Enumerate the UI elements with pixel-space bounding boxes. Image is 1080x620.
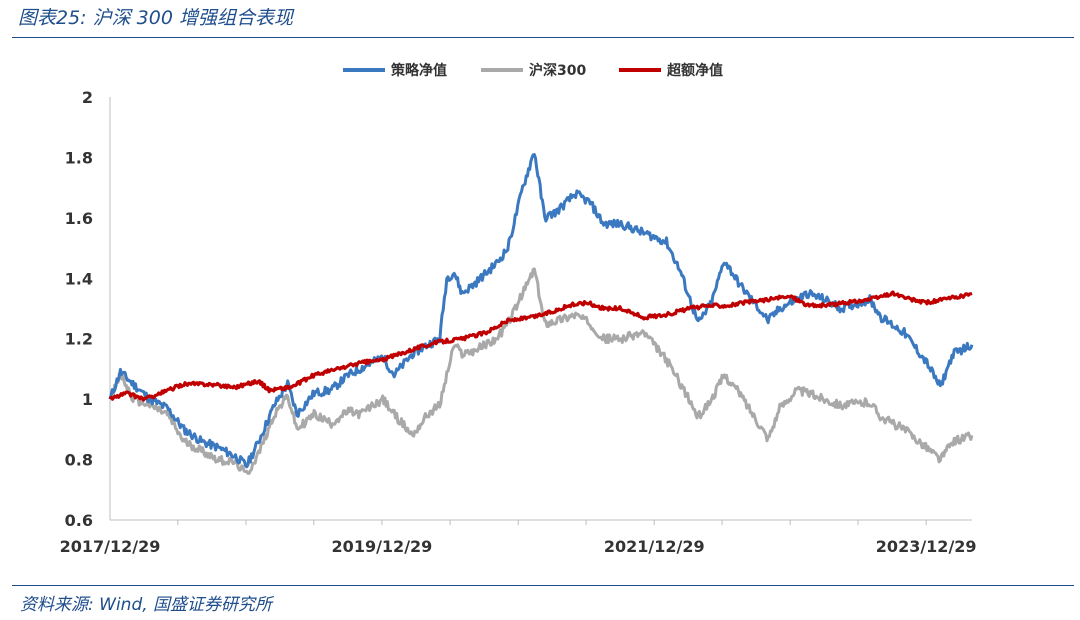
x-tick-label: 2021/12/29 (604, 537, 705, 556)
line-chart: 策略净值 沪深300 超额净值 0.6 0.8 1 1.2 1.4 1.6 1.8 2 2017/… (60, 62, 977, 556)
legend-label-1: 策略净值 (390, 62, 447, 79)
y-tick-label: 1.2 (65, 330, 93, 349)
y-tick-label: 1.6 (65, 209, 93, 228)
chart-legend: 策略净值 沪深300 超额净值 (343, 62, 723, 79)
y-tick-label: 1.4 (65, 269, 93, 288)
x-tick-label: 2019/12/29 (332, 537, 433, 556)
source-rule (12, 585, 1074, 586)
figure-title: 图表25: 沪深 300 增强组合表现 (18, 7, 293, 29)
y-tick-label: 0.8 (65, 451, 93, 470)
plot-area (108, 153, 974, 475)
series-line-2 (108, 267, 974, 475)
y-tick-label: 0.6 (65, 511, 93, 530)
x-tick-label: 2017/12/29 (60, 537, 161, 556)
source-note: 资料来源: Wind, 国盛证券研究所 (20, 595, 273, 615)
x-axis: 2017/12/29 2019/12/29 2021/12/29 2023/12/29 (60, 519, 977, 556)
y-axis: 0.6 0.8 1 1.2 1.4 1.6 1.8 2 (65, 88, 111, 530)
y-tick-label: 1.8 (65, 148, 93, 167)
series-line-1 (108, 153, 974, 469)
x-tick-label: 2023/12/29 (876, 537, 977, 556)
title-rule (12, 37, 1074, 38)
y-tick-label: 2 (82, 88, 93, 107)
legend-label-3: 超额净值 (666, 62, 723, 79)
y-tick-label: 1 (82, 390, 93, 409)
series-line-3 (108, 290, 973, 402)
legend-label-2: 沪深300 (529, 62, 586, 79)
